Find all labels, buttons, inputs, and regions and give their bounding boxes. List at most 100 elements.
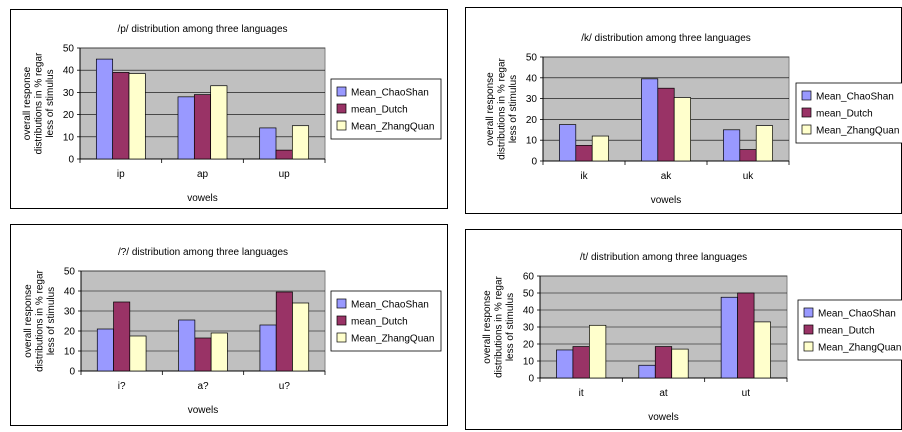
bar-mean_Dutch-ak	[657, 87, 675, 162]
bar-Mean_ZhangQuan-at	[671, 348, 689, 379]
bar-Mean_ChaoShan-ik	[559, 124, 577, 162]
chart-svg-k: /k/ distribution among three languages 0 1…	[485, 33, 902, 206]
legend-swatch	[336, 103, 347, 114]
chart-panel-k: /k/ distribution among three languages 0 1…	[465, 7, 902, 214]
legend-label: mean_Dutch	[816, 109, 873, 120]
x-axis-label: vowels	[188, 405, 219, 416]
bar-mean_Dutch-it	[572, 346, 590, 379]
chart-title: /k/ distribution among three languages	[581, 33, 751, 44]
y-tick-label: 50	[526, 53, 538, 64]
bar-Mean_ZhangQuan-u?	[292, 302, 310, 372]
y-tick-label: 50	[63, 44, 75, 55]
y-tick-label: 10	[64, 347, 76, 358]
y-axis-label-line: distributions in % regar	[497, 57, 508, 159]
legend-label: Mean_ChaoShan	[818, 309, 896, 320]
y-tick-label: 10	[523, 357, 535, 368]
x-axis-label: vowels	[651, 195, 682, 206]
y-tick-label: 0	[528, 374, 534, 385]
bar-mean_Dutch-ik	[575, 145, 593, 162]
x-tick-label: uk	[743, 171, 755, 182]
x-tick-label: u?	[279, 381, 291, 392]
bar-mean_Dutch-a?	[194, 337, 212, 372]
legend-swatch	[336, 86, 347, 97]
y-tick-label: 10	[63, 132, 75, 143]
y-axis-label-line: less of stimulus	[508, 75, 519, 143]
x-axis-label: vowels	[648, 412, 679, 423]
y-tick-label: 50	[523, 289, 535, 300]
legend-swatch	[336, 315, 347, 326]
y-tick-label: 30	[523, 323, 535, 334]
legend-box	[795, 82, 902, 144]
y-tick-label: 0	[531, 157, 537, 168]
chart-panel-t: /t/ distribution among three languages 0 1…	[465, 229, 902, 430]
legend-swatch	[801, 124, 812, 135]
y-axis-label-line: overall response	[485, 72, 496, 146]
legend-label: Mean_ChaoShan	[816, 92, 894, 103]
legend-swatch	[336, 120, 347, 131]
legend-label: Mean_ZhangQuan	[818, 343, 901, 354]
legend-label: Mean_ZhangQuan	[816, 126, 899, 137]
legend-label: Mean_ZhangQuan	[351, 122, 434, 133]
x-tick-label: ik	[580, 171, 588, 182]
legend-swatch	[336, 332, 347, 343]
chart-panel-p: /p/ distribution among three languages 0 1…	[10, 9, 448, 209]
legend-label: mean_Dutch	[351, 317, 408, 328]
y-tick-label: 30	[64, 307, 76, 318]
legend-swatch	[801, 107, 812, 118]
y-axis-label-line: distributions in % regar	[35, 269, 46, 371]
legend-box	[330, 78, 442, 140]
bar-Mean_ChaoShan-u?	[259, 324, 277, 372]
legend-label: mean_Dutch	[818, 326, 875, 337]
bar-Mean_ChaoShan-a?	[178, 319, 196, 372]
legend-label: mean_Dutch	[351, 105, 408, 116]
legend-swatch	[803, 307, 814, 318]
y-tick-label: 20	[64, 327, 76, 338]
bar-Mean_ZhangQuan-ip	[128, 73, 146, 160]
x-tick-label: ip	[117, 169, 125, 180]
bar-Mean_ChaoShan-uk	[723, 129, 741, 162]
y-tick-label: 0	[69, 367, 75, 378]
chart-svg-p: /p/ distribution among three languages 0 1…	[22, 24, 442, 204]
y-tick-label: 40	[523, 306, 535, 317]
legend-box	[330, 290, 442, 352]
chart-svg-glottal: /?/ distribution among three languages 0 1…	[23, 247, 442, 416]
bar-Mean_ZhangQuan-ap	[210, 85, 228, 160]
bar-Mean_ZhangQuan-ut	[753, 321, 771, 379]
legend-label: Mean_ZhangQuan	[351, 334, 434, 345]
x-axis-label: vowels	[187, 193, 218, 204]
bar-Mean_ZhangQuan-i?	[129, 335, 147, 372]
legend-swatch	[336, 298, 347, 309]
bar-Mean_ZhangQuan-ik	[591, 135, 609, 162]
y-tick-label: 20	[526, 115, 538, 126]
x-tick-label: ak	[661, 171, 673, 182]
y-axis-label: overall responsedistributions in % regar…	[22, 52, 56, 154]
x-tick-label: ut	[742, 388, 751, 399]
y-axis-label-line: overall response	[482, 290, 493, 364]
legend-label: Mean_ChaoShan	[351, 88, 429, 99]
x-tick-label: i?	[118, 381, 126, 392]
chart-title: /p/ distribution among three languages	[117, 24, 287, 35]
y-tick-label: 60	[523, 272, 535, 283]
bar-Mean_ChaoShan-i?	[96, 328, 114, 372]
bar-mean_Dutch-i?	[113, 301, 131, 372]
x-tick-label: it	[579, 388, 584, 399]
y-axis-label-line: overall response	[22, 66, 33, 140]
y-tick-label: 40	[63, 66, 75, 77]
y-tick-label: 20	[523, 340, 535, 351]
bar-mean_Dutch-uk	[739, 149, 757, 162]
chart-title: /t/ distribution among three languages	[580, 252, 747, 263]
y-axis-label-line: overall response	[23, 284, 34, 358]
y-axis-label: overall responsedistributions in % regar…	[485, 57, 519, 159]
x-tick-label: at	[659, 388, 668, 399]
chart-svg-t: /t/ distribution among three languages 0 1…	[482, 252, 902, 423]
legend-swatch	[801, 90, 812, 101]
bar-Mean_ChaoShan-ip	[95, 58, 114, 160]
y-tick-label: 30	[526, 94, 538, 105]
y-axis-label: overall responsedistributions in % regar…	[23, 269, 57, 371]
bar-Mean_ChaoShan-at	[638, 364, 656, 379]
bar-mean_Dutch-u?	[275, 291, 293, 372]
y-tick-label: 10	[526, 136, 538, 147]
bar-mean_Dutch-at	[654, 346, 673, 379]
bar-Mean_ChaoShan-up	[259, 127, 277, 160]
bar-Mean_ChaoShan-it	[556, 349, 574, 379]
